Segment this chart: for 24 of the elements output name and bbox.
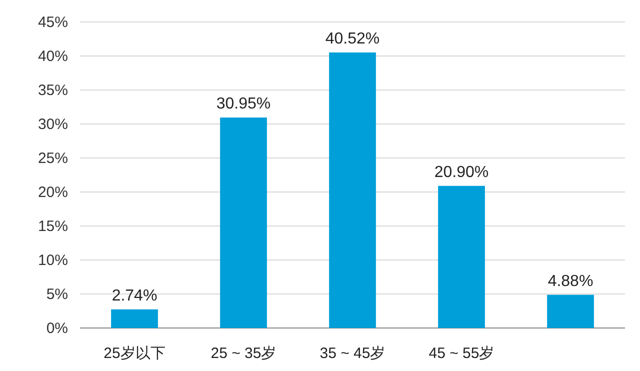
data-label: 30.95% (216, 96, 271, 113)
x-tick-label: 25 ~ 35岁 (210, 345, 276, 362)
bar (111, 309, 158, 328)
y-tick-label: 30% (38, 116, 68, 133)
data-label: 20.90% (434, 164, 489, 181)
data-label: 40.52% (325, 30, 380, 48)
y-tick-label: 20% (38, 184, 68, 201)
y-tick-label: 45% (38, 14, 68, 31)
bar (329, 52, 376, 328)
bar (220, 118, 267, 328)
bar (438, 186, 485, 328)
bar (547, 294, 594, 328)
x-tick-label: 45 ~ 55岁 (428, 345, 494, 362)
y-tick-label: 15% (38, 218, 68, 235)
x-tick-label: 25岁以下 (104, 345, 166, 362)
x-tick-label: 35 ~ 45岁 (320, 345, 386, 362)
y-tick-label: 5% (46, 286, 68, 303)
y-tick-label: 0% (46, 320, 68, 337)
data-label: 2.74% (112, 287, 158, 304)
data-label: 4.88% (548, 272, 594, 290)
y-tick-label: 25% (38, 150, 68, 167)
y-tick-label: 40% (38, 48, 68, 65)
y-tick-label: 35% (38, 82, 68, 99)
y-tick-label: 10% (38, 252, 68, 269)
